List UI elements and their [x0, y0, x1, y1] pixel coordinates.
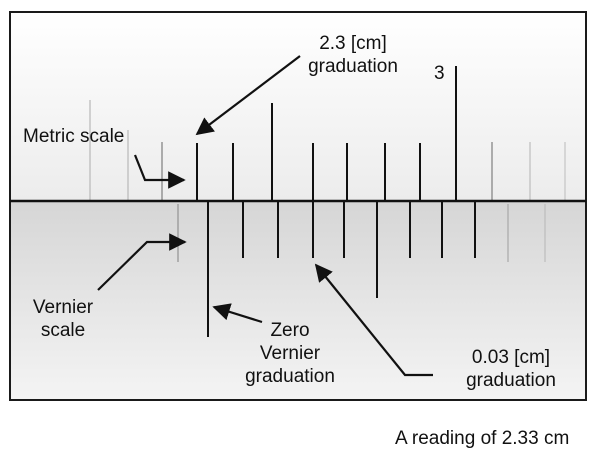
- label-zero-vernier-line3: graduation: [245, 366, 335, 387]
- label-zero-vernier-line1: Zero: [270, 320, 310, 341]
- metric-scale-area: [10, 12, 586, 202]
- arrow-vernier-scale: [97, 233, 187, 291]
- label-graduation-003-line2: graduation: [466, 370, 556, 391]
- label-zero-vernier-line2: Vernier: [259, 343, 321, 364]
- label-graduation-003-line1: 0.03 [cm]: [471, 347, 551, 368]
- vernier-scale-area: [10, 202, 586, 400]
- caption: A reading of 2.33 cm: [395, 428, 570, 449]
- arrow-graduation-23: [195, 55, 301, 136]
- label-metric-scale: Metric scale: [23, 126, 125, 147]
- label-vernier-scale: Vernier scale: [24, 296, 102, 342]
- label-vernier-scale-line1: Vernier: [32, 297, 94, 318]
- arrow-graduation-003: [314, 263, 433, 377]
- label-tick-3: 3: [434, 63, 445, 84]
- arrow-zero-vernier: [212, 303, 263, 324]
- label-zero-vernier: Zero Vernier graduation: [236, 319, 344, 388]
- label-graduation-23-line1: 2.3 [cm]: [319, 33, 387, 54]
- label-graduation-003: 0.03 [cm] graduation: [440, 346, 582, 392]
- figure-frame: [9, 11, 587, 401]
- label-graduation-23-line2: graduation: [308, 56, 398, 77]
- label-graduation-23: 2.3 [cm] graduation: [298, 32, 408, 78]
- label-vernier-scale-line2: scale: [40, 320, 86, 341]
- arrow-metric-scale: [133, 154, 186, 189]
